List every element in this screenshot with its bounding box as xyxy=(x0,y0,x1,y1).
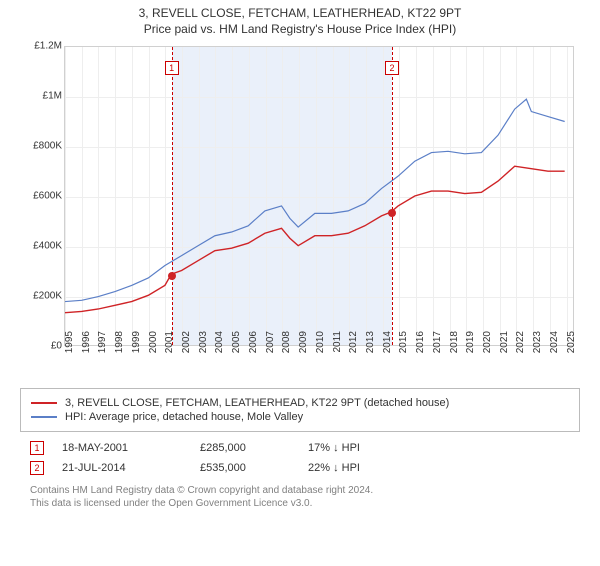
xtick-label: 2003 xyxy=(198,331,209,371)
footnote-line-2: This data is licensed under the Open Gov… xyxy=(30,497,570,510)
xtick-label: 2011 xyxy=(332,331,343,371)
xtick-label: 2015 xyxy=(398,331,409,371)
xtick-label: 2009 xyxy=(298,331,309,371)
tx-num-box: 2 xyxy=(30,461,44,475)
ytick-label: £400K xyxy=(33,241,62,252)
xtick-label: 2025 xyxy=(566,331,577,371)
xtick-label: 2021 xyxy=(499,331,510,371)
xtick-label: 2010 xyxy=(315,331,326,371)
transactions-table: 1 18-MAY-2001 £285,000 17% ↓ HPI 2 21-JUL-201… xyxy=(20,438,580,478)
xtick-label: 2000 xyxy=(148,331,159,371)
tx-marker-box: 1 xyxy=(165,61,179,75)
y-axis: £0 £200K £400K £600K £800K £1M £1.2M xyxy=(20,42,64,350)
xtick-label: 2016 xyxy=(415,331,426,371)
tx-date: 21-JUL-2014 xyxy=(62,462,182,474)
tx-delta: 22% ↓ HPI xyxy=(308,462,408,474)
xtick-label: 1995 xyxy=(64,331,75,371)
xtick-label: 2024 xyxy=(549,331,560,371)
xtick-label: 2007 xyxy=(265,331,276,371)
series-hpi xyxy=(65,99,565,301)
transaction-row: 2 21-JUL-2014 £535,000 22% ↓ HPI xyxy=(20,458,580,478)
xtick-label: 2019 xyxy=(465,331,476,371)
xtick-label: 2018 xyxy=(449,331,460,371)
xtick-label: 2023 xyxy=(532,331,543,371)
legend-row: 3, REVELL CLOSE, FETCHAM, LEATHERHEAD, K… xyxy=(31,397,569,409)
ytick-label: £800K xyxy=(33,141,62,152)
xtick-label: 2002 xyxy=(181,331,192,371)
legend-swatch xyxy=(31,416,57,418)
x-axis: 1995199619971998199920002001200220032004… xyxy=(64,348,574,382)
xtick-label: 1996 xyxy=(81,331,92,371)
price-point-dot xyxy=(388,209,396,217)
tx-price: £535,000 xyxy=(200,462,290,474)
xtick-label: 2006 xyxy=(248,331,259,371)
xtick-label: 2012 xyxy=(348,331,359,371)
legend-row: HPI: Average price, detached house, Mole… xyxy=(31,411,569,423)
tx-vertical-line xyxy=(392,47,393,345)
ytick-label: £1M xyxy=(43,91,62,102)
chart-title: 3, REVELL CLOSE, FETCHAM, LEATHERHEAD, K… xyxy=(0,6,600,20)
legend-panel: 3, REVELL CLOSE, FETCHAM, LEATHERHEAD, K… xyxy=(20,388,580,432)
xtick-label: 1998 xyxy=(114,331,125,371)
legend-label: HPI: Average price, detached house, Mole… xyxy=(65,411,303,423)
price-point-dot xyxy=(168,272,176,280)
line-series-svg xyxy=(65,47,573,345)
series-property xyxy=(65,166,565,313)
plot-area: 12 xyxy=(64,46,574,346)
chart-area: £0£200K£400K£600K£800K£1M£1.2M 12 199519… xyxy=(20,42,580,382)
xtick-label: 2001 xyxy=(164,331,175,371)
ytick-label: £600K xyxy=(33,191,62,202)
xtick-label: 2013 xyxy=(365,331,376,371)
tx-num-box: 1 xyxy=(30,441,44,455)
footnote: Contains HM Land Registry data © Crown c… xyxy=(20,484,580,510)
chart-subtitle: Price paid vs. HM Land Registry's House … xyxy=(0,22,600,36)
xtick-label: 2017 xyxy=(432,331,443,371)
ytick-label: £1.2M xyxy=(34,41,62,52)
xtick-label: 1999 xyxy=(131,331,142,371)
xtick-label: 2004 xyxy=(214,331,225,371)
footnote-line-1: Contains HM Land Registry data © Crown c… xyxy=(30,484,570,497)
xtick-label: 2020 xyxy=(482,331,493,371)
xtick-label: 2014 xyxy=(382,331,393,371)
legend-swatch xyxy=(31,402,57,404)
tx-marker-box: 2 xyxy=(385,61,399,75)
ytick-label: £0 xyxy=(51,341,62,352)
xtick-label: 1997 xyxy=(97,331,108,371)
ytick-label: £200K xyxy=(33,291,62,302)
tx-vertical-line xyxy=(172,47,173,345)
transaction-row: 1 18-MAY-2001 £285,000 17% ↓ HPI xyxy=(20,438,580,458)
legend-box: 3, REVELL CLOSE, FETCHAM, LEATHERHEAD, K… xyxy=(20,388,580,432)
tx-date: 18-MAY-2001 xyxy=(62,442,182,454)
tx-price: £285,000 xyxy=(200,442,290,454)
xtick-label: 2008 xyxy=(281,331,292,371)
xtick-label: 2005 xyxy=(231,331,242,371)
tx-delta: 17% ↓ HPI xyxy=(308,442,408,454)
legend-label: 3, REVELL CLOSE, FETCHAM, LEATHERHEAD, K… xyxy=(65,397,449,409)
xtick-label: 2022 xyxy=(515,331,526,371)
